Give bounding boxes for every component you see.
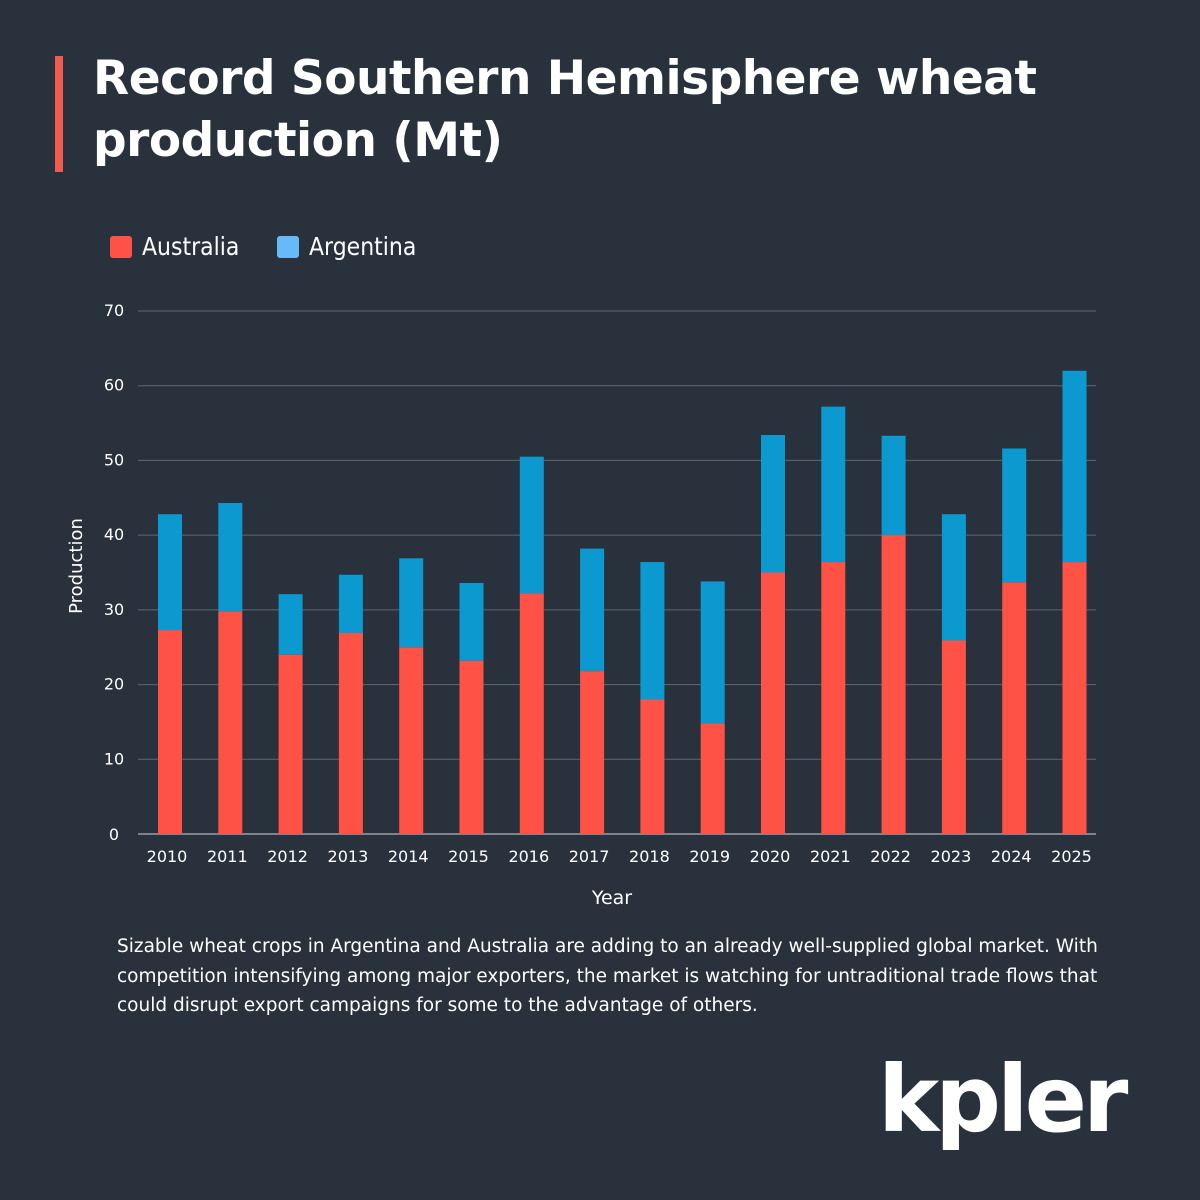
bar-argentina-2020: [761, 435, 785, 573]
title-accent-bar: [55, 56, 63, 172]
x-tick-label-2017: 2017: [569, 847, 610, 866]
legend-label-australia: Australia: [142, 232, 240, 261]
y-axis-title: Production: [66, 518, 87, 614]
x-tick-label-2023: 2023: [931, 847, 972, 866]
bar-australia-2017: [580, 671, 605, 834]
y-tick-label: 60: [104, 376, 124, 395]
bar-australia-2012: [278, 654, 303, 834]
chart-caption: Sizable wheat crops in Argentina and Aus…: [117, 936, 1098, 1016]
x-tick-label-2018: 2018: [629, 847, 670, 866]
x-tick-label-2021: 2021: [810, 847, 851, 866]
bar-australia-2014: [399, 647, 424, 834]
bar-australia-2015: [459, 660, 484, 834]
kpler-logo: kpler: [878, 1046, 1128, 1153]
bar-australia-2019: [700, 723, 725, 834]
bar-australia-2020: [761, 572, 785, 834]
bar-argentina-2018: [640, 562, 665, 700]
bar-australia-2016: [519, 593, 544, 834]
y-tick-label: 20: [104, 675, 124, 694]
bar-australia-2011: [218, 611, 243, 834]
y-tick-label: 50: [104, 450, 124, 469]
y-tick-label: 40: [104, 525, 124, 544]
x-tick-label-2010: 2010: [147, 847, 188, 866]
x-tick-label-2022: 2022: [870, 847, 911, 866]
bar-australia-2021: [821, 562, 846, 834]
bar-argentina-2012: [278, 594, 303, 655]
bar-argentina-2015: [459, 582, 484, 661]
bar-argentina-2014: [399, 558, 424, 648]
bar-argentina-2025: [1062, 370, 1087, 563]
legend-label-argentina: Argentina: [308, 232, 416, 261]
bar-argentina-2016: [519, 456, 544, 594]
bar-australia-2018: [640, 699, 665, 834]
x-tick-label-2014: 2014: [388, 847, 429, 866]
x-tick-label-2011: 2011: [207, 847, 248, 866]
bar-argentina-2013: [338, 574, 363, 634]
y-tick-labels: 0 10 20 30 40 50 60 70: [104, 301, 124, 844]
bar-argentina-2022: [881, 435, 906, 536]
bar-australia-2010: [158, 630, 182, 834]
y-tick-label: 0: [109, 825, 119, 844]
y-tick-label: 70: [104, 301, 124, 320]
grid-lines: [138, 310, 1096, 835]
x-tick-label-2024: 2024: [991, 847, 1032, 866]
bar-argentina-2021: [821, 406, 846, 563]
legend-swatch-argentina: [276, 235, 299, 258]
bar-argentina-2010: [158, 514, 182, 631]
legend: Australia Argentina: [110, 232, 455, 261]
x-axis-title: Year: [591, 887, 632, 909]
bar-argentina-2019: [700, 581, 725, 724]
bar-australia-2024: [1002, 582, 1027, 834]
x-tick-label-2019: 2019: [689, 847, 730, 866]
x-tick-labels: 2010 2011 2012 2013 2014 2015 2016 2017 2018 2019…: [147, 847, 1092, 866]
x-tick-label-2016: 2016: [508, 847, 549, 866]
bar-argentina-2017: [580, 548, 605, 672]
legend-swatch-australia: [110, 235, 132, 258]
y-tick-label: 30: [104, 600, 124, 619]
bar-australia-2025: [1062, 562, 1087, 834]
bar-australia-2022: [881, 535, 906, 834]
x-tick-label-2015: 2015: [448, 847, 489, 866]
bar-argentina-2024: [1002, 448, 1027, 583]
legend-item-argentina: Argentina: [276, 232, 431, 261]
bar-australia-2023: [941, 640, 966, 834]
bar-australia-2013: [338, 633, 363, 834]
bar-argentina-2023: [941, 514, 966, 641]
chart-title: Record Southern Hemisphere wheat product…: [93, 51, 1037, 168]
bar-argentina-2011: [218, 503, 243, 612]
x-tick-label-2012: 2012: [267, 847, 308, 866]
legend-item-australia: Australia: [110, 232, 253, 261]
x-tick-label-2025: 2025: [1051, 847, 1092, 866]
x-tick-label-2020: 2020: [750, 847, 791, 866]
bars: [158, 370, 1087, 834]
y-tick-label: 10: [104, 749, 124, 768]
x-tick-label-2013: 2013: [328, 847, 369, 866]
